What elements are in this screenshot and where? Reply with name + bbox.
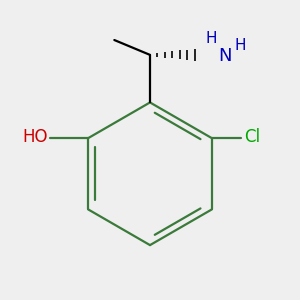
Text: H: H	[235, 38, 246, 53]
Text: Cl: Cl	[244, 128, 261, 146]
Text: N: N	[218, 47, 232, 65]
Text: HO: HO	[22, 128, 48, 146]
Text: H: H	[205, 31, 217, 46]
